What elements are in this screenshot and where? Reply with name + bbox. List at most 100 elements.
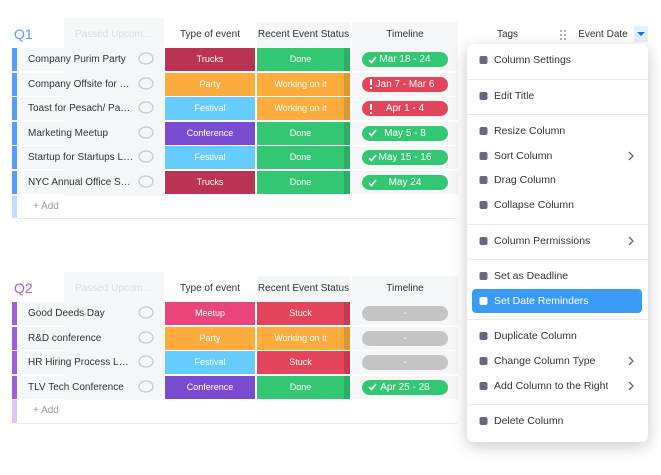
menu-item[interactable]: Edit Title xyxy=(472,84,642,108)
ghost-header: Passed Upcom... xyxy=(75,283,152,294)
status-cell[interactable]: Done xyxy=(257,121,350,145)
timeline-pill[interactable]: Jan 7 - Mar 6 xyxy=(362,76,448,92)
status-cell[interactable]: Done xyxy=(257,375,350,399)
row-marker xyxy=(12,48,17,71)
type-cell[interactable]: Conference xyxy=(165,121,255,145)
add-marker xyxy=(12,195,17,219)
comment-icon xyxy=(138,306,154,320)
timeline-pill[interactable]: Mar 18 - 24 xyxy=(362,52,448,67)
comment-icon xyxy=(138,150,154,164)
status-cell[interactable]: Stuck xyxy=(257,351,350,375)
column-header[interactable]: Event Date xyxy=(578,29,628,40)
status-cell[interactable]: Done xyxy=(257,171,350,194)
menu-divider xyxy=(467,319,648,321)
add-item[interactable]: + Add xyxy=(33,405,59,417)
comment-icon xyxy=(138,52,154,66)
comment-icon xyxy=(138,76,154,91)
status-cell[interactable]: Working on it xyxy=(257,326,350,350)
check-icon xyxy=(368,178,377,187)
group-title: Q2 xyxy=(14,280,33,296)
context-menu: Column Settings Edit Title Resize Column So… xyxy=(467,44,648,442)
comment-icon xyxy=(138,175,154,189)
menu-label: Change Column Type xyxy=(494,355,596,367)
row-marker xyxy=(12,351,17,375)
menu-icon xyxy=(479,91,488,101)
menu-item[interactable]: Column Settings xyxy=(472,48,642,72)
timeline-pill[interactable]: Apr 1 - 4 xyxy=(362,101,448,117)
type-cell[interactable]: Party xyxy=(165,72,255,96)
row-bg xyxy=(17,146,164,170)
menu-icon xyxy=(479,236,488,246)
menu-label: Add Column to the Right xyxy=(494,379,609,392)
item-name[interactable]: Good Deeds Day xyxy=(28,308,105,319)
column-header[interactable]: Tags xyxy=(496,29,519,40)
menu-icon xyxy=(479,331,488,341)
timeline-pill[interactable]: Apr 25 - 28 xyxy=(362,379,448,395)
menu-item[interactable]: Change Column Type xyxy=(472,349,642,373)
comment-icon xyxy=(138,355,154,369)
row-bg xyxy=(17,121,164,145)
status-cell[interactable]: Done xyxy=(257,48,350,71)
timeline-pill[interactable]: May 15 - 16 xyxy=(362,150,448,166)
menu-item[interactable]: Delete Column xyxy=(472,409,642,433)
column-header[interactable]: Recent Event Status xyxy=(257,276,350,302)
menu-label: Duplicate Column xyxy=(494,330,577,343)
status-cell[interactable]: Working on it xyxy=(257,97,350,121)
type-cell[interactable]: Festival xyxy=(165,351,255,375)
menu-item[interactable]: Add Column to the Right xyxy=(472,374,642,398)
column-header[interactable]: Type of event xyxy=(179,29,241,40)
item-name[interactable]: Toast for Pesach/ Passo... xyxy=(28,103,134,115)
type-cell[interactable]: Conference xyxy=(165,375,255,399)
timeline-pill[interactable]: May 24 xyxy=(362,175,448,190)
check-icon xyxy=(368,154,377,162)
type-cell[interactable]: Festival xyxy=(165,146,255,170)
menu-item[interactable]: Set as Deadline xyxy=(472,264,642,288)
item-name[interactable]: Company Offsite for 2020 xyxy=(28,78,134,90)
type-cell[interactable]: Trucks xyxy=(165,171,255,194)
status-cell[interactable]: Stuck xyxy=(257,302,350,325)
check-icon xyxy=(368,383,377,391)
type-cell[interactable]: Trucks xyxy=(165,48,255,71)
item-name[interactable]: R&D conference xyxy=(28,332,102,344)
menu-icon xyxy=(479,200,488,210)
add-item[interactable]: + Add xyxy=(33,200,59,212)
status-cell[interactable]: Working on it xyxy=(257,72,350,96)
menu-icon xyxy=(479,271,488,281)
timeline-pill[interactable]: - xyxy=(362,306,448,321)
item-name[interactable]: NYC Annual Office Sync xyxy=(28,177,134,188)
menu-item[interactable]: Duplicate Column xyxy=(472,324,642,348)
menu-label: Column Settings xyxy=(494,54,572,66)
type-cell[interactable]: Party xyxy=(165,326,255,350)
row-marker xyxy=(12,97,17,121)
menu-item[interactable]: Column Permissions xyxy=(472,229,642,253)
status-cell[interactable]: Done xyxy=(257,146,350,170)
timeline-pill[interactable]: - xyxy=(362,330,448,346)
type-cell[interactable]: Meetup xyxy=(165,302,255,325)
type-cell[interactable]: Festival xyxy=(165,97,255,121)
item-name[interactable]: Startup for Startups Lau... xyxy=(28,152,134,164)
menu-item[interactable]: Sort Column xyxy=(472,144,642,168)
menu-label: Set as Deadline xyxy=(494,270,569,283)
menu-item[interactable]: Resize Column xyxy=(472,119,642,143)
column-header[interactable]: Recent Event Status xyxy=(257,22,350,48)
check-icon xyxy=(368,129,377,137)
menu-item[interactable]: Set Date Reminders xyxy=(472,288,642,313)
column-header[interactable]: Timeline xyxy=(352,22,458,48)
menu-label: Edit Title xyxy=(494,89,535,102)
item-name[interactable]: TLV Tech Conference xyxy=(28,381,124,393)
menu-label: Column Permissions xyxy=(494,234,591,247)
timeline-label: Jan 7 - Mar 6 xyxy=(375,78,435,90)
menu-item[interactable]: Collapse Column xyxy=(472,193,642,217)
column-header[interactable]: Type of event xyxy=(179,283,241,294)
timeline-pill[interactable]: - xyxy=(362,355,448,371)
menu-divider xyxy=(467,114,648,116)
timeline-pill[interactable]: May 5 - 8 xyxy=(362,125,448,141)
menu-icon xyxy=(479,296,488,306)
column-header[interactable]: Timeline xyxy=(352,276,458,302)
timeline-label: Apr 1 - 4 xyxy=(385,103,425,115)
item-name[interactable]: Marketing Meetup xyxy=(28,127,109,139)
menu-item[interactable]: Drag Column xyxy=(472,168,642,192)
menu-label: Resize Column xyxy=(494,125,566,138)
item-name[interactable]: Company Purim Party xyxy=(28,54,126,65)
item-name[interactable]: HR Hiring Process Launc... xyxy=(28,357,134,369)
